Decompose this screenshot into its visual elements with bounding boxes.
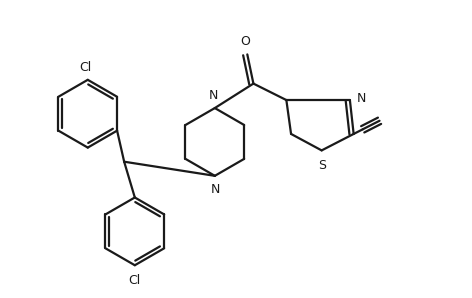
Text: N: N — [209, 89, 219, 102]
Text: O: O — [240, 35, 250, 48]
Text: N: N — [211, 183, 220, 196]
Text: S: S — [318, 159, 326, 172]
Text: Cl: Cl — [79, 61, 92, 74]
Text: Cl: Cl — [129, 274, 141, 287]
Text: N: N — [356, 92, 366, 105]
